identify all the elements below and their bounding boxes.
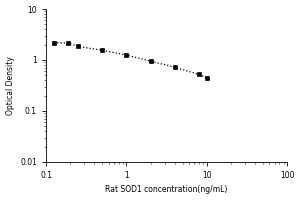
Y-axis label: Optical Density: Optical Density	[6, 56, 15, 115]
X-axis label: Rat SOD1 concentration(ng/mL): Rat SOD1 concentration(ng/mL)	[105, 185, 228, 194]
